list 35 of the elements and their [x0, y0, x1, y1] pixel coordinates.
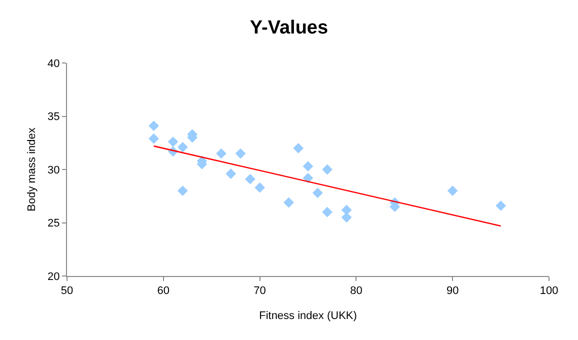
point — [496, 200, 506, 211]
chart-title: Y-Values — [250, 18, 328, 39]
point — [312, 188, 323, 198]
point — [302, 161, 314, 172]
point — [244, 174, 256, 184]
y-axis-title: Body mass index — [26, 127, 38, 212]
x-axis-title: Fitness index (UKK) — [259, 310, 357, 322]
point — [148, 120, 159, 132]
point — [235, 148, 246, 159]
x-tick-label: 100 — [540, 285, 558, 298]
point — [177, 186, 188, 196]
point — [322, 164, 332, 175]
x-tick-label: 50 — [60, 285, 74, 298]
y-tick-label: 25 — [48, 218, 60, 230]
point — [302, 172, 314, 184]
point — [284, 197, 294, 208]
x-tick-label: 90 — [446, 285, 459, 298]
point — [168, 136, 178, 148]
point — [177, 142, 188, 152]
point — [216, 148, 226, 159]
point — [341, 212, 352, 223]
x-tick-label: 60 — [157, 285, 170, 298]
x-tick-label: 80 — [350, 285, 362, 298]
point — [447, 186, 458, 196]
y-tick-label: 30 — [48, 164, 60, 176]
point — [322, 206, 332, 218]
y-tick-label: 35 — [48, 111, 60, 124]
point — [148, 133, 159, 144]
point — [254, 182, 265, 193]
point — [341, 204, 352, 216]
point — [293, 143, 304, 154]
x-tick-label: 70 — [254, 285, 266, 298]
point — [226, 168, 236, 179]
y-tick-label: 20 — [48, 270, 60, 283]
y-tick-label: 40 — [48, 58, 60, 70]
